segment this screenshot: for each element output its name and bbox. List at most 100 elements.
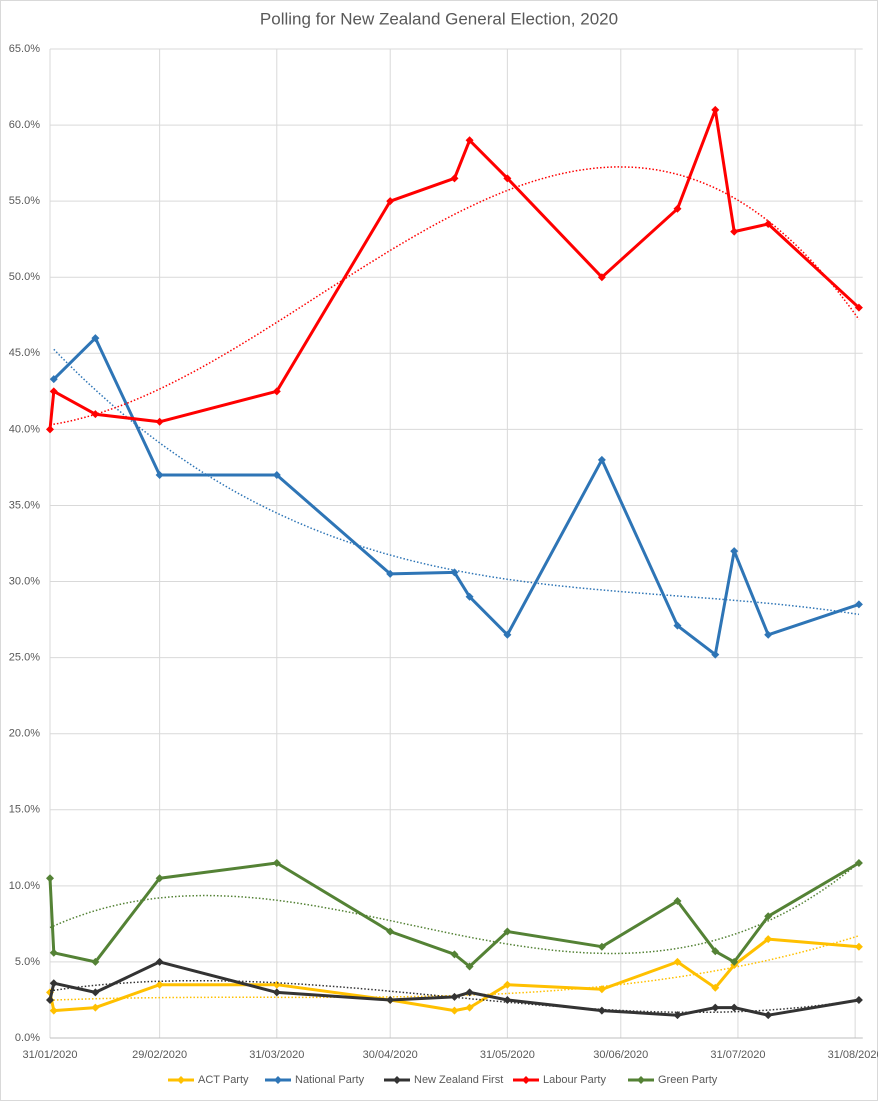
legend-marker xyxy=(177,1076,185,1084)
data-point xyxy=(730,227,739,236)
x-tick-label: 31/01/2020 xyxy=(22,1049,77,1061)
data-point xyxy=(49,948,58,957)
data-point xyxy=(730,957,739,966)
data-point xyxy=(155,471,164,480)
data-point xyxy=(91,988,100,997)
legend-marker xyxy=(393,1076,401,1084)
legend-marker xyxy=(637,1076,645,1084)
legend-marker xyxy=(274,1076,282,1084)
data-point xyxy=(49,375,58,384)
data-point xyxy=(46,425,54,434)
data-point xyxy=(673,897,682,906)
data-point xyxy=(49,979,58,988)
series xyxy=(46,105,863,434)
y-tick-label: 45.0% xyxy=(9,347,40,359)
data-point xyxy=(764,935,773,944)
trendline xyxy=(49,166,860,426)
data-point xyxy=(711,947,720,956)
series xyxy=(49,334,863,659)
series xyxy=(46,957,863,1020)
x-tick-label: 31/08/2020 xyxy=(828,1049,878,1061)
data-point xyxy=(450,1006,459,1015)
data-point xyxy=(503,927,512,936)
y-tick-label: 65.0% xyxy=(9,43,40,55)
data-point xyxy=(503,630,512,639)
data-point xyxy=(155,417,164,426)
x-tick-label: 31/03/2020 xyxy=(249,1049,304,1061)
data-point xyxy=(49,1006,58,1015)
y-tick-label: 40.0% xyxy=(9,423,40,435)
data-point xyxy=(764,630,773,639)
data-point xyxy=(465,592,474,601)
x-tick-label: 31/07/2020 xyxy=(710,1049,765,1061)
data-point xyxy=(386,995,395,1004)
data-point xyxy=(764,1011,773,1020)
legend-label: National Party xyxy=(295,1074,365,1086)
data-point xyxy=(854,303,863,312)
data-point xyxy=(272,988,281,997)
y-tick-label: 35.0% xyxy=(9,499,40,511)
data-point xyxy=(155,957,164,966)
legend-label: ACT Party xyxy=(198,1074,249,1086)
series xyxy=(46,859,863,971)
y-tick-label: 5.0% xyxy=(15,956,40,968)
data-point xyxy=(155,874,164,883)
data-point xyxy=(49,387,58,396)
chart-title: Polling for New Zealand General Election… xyxy=(260,9,618,28)
data-point xyxy=(597,273,606,282)
trendline xyxy=(53,348,860,616)
legend-label: New Zealand First xyxy=(414,1074,503,1086)
y-tick-label: 50.0% xyxy=(9,271,40,283)
data-point xyxy=(597,455,606,464)
data-point xyxy=(503,995,512,1004)
data-point xyxy=(465,136,474,145)
data-point xyxy=(597,942,606,951)
data-point xyxy=(854,995,863,1004)
data-point xyxy=(91,1003,100,1012)
data-point xyxy=(272,859,281,868)
data-point xyxy=(91,334,100,343)
y-tick-label: 55.0% xyxy=(9,195,40,207)
data-point xyxy=(155,980,164,989)
data-point xyxy=(673,957,682,966)
legend-marker xyxy=(522,1076,530,1084)
data-point xyxy=(272,387,281,396)
x-tick-label: 29/02/2020 xyxy=(132,1049,187,1061)
legend-label: Labour Party xyxy=(543,1074,606,1086)
y-tick-label: 20.0% xyxy=(9,728,40,740)
data-point xyxy=(711,1003,720,1012)
data-point xyxy=(386,927,395,936)
data-point xyxy=(673,1011,682,1020)
data-point xyxy=(711,105,720,114)
y-tick-label: 15.0% xyxy=(9,804,40,816)
data-point xyxy=(272,471,281,480)
legend: ACT Party National Party New Zealand First… xyxy=(168,1074,718,1086)
series-line xyxy=(52,336,860,657)
trendline xyxy=(49,935,860,1002)
data-point xyxy=(450,950,459,959)
data-point xyxy=(465,988,474,997)
data-point xyxy=(450,568,459,577)
data-point xyxy=(854,600,863,609)
legend-label: Green Party xyxy=(658,1074,718,1086)
trendline xyxy=(49,979,860,1014)
data-point xyxy=(730,1003,739,1012)
data-point xyxy=(450,992,459,1001)
x-tick-label: 30/04/2020 xyxy=(363,1049,418,1061)
y-tick-label: 0.0% xyxy=(15,1032,40,1044)
y-tick-label: 10.0% xyxy=(9,880,40,892)
x-tick-label: 30/06/2020 xyxy=(593,1049,648,1061)
x-tick-label: 31/05/2020 xyxy=(480,1049,535,1061)
data-point xyxy=(764,912,773,921)
data-point xyxy=(503,980,512,989)
data-point xyxy=(673,621,682,630)
data-point xyxy=(91,410,100,419)
y-tick-label: 30.0% xyxy=(9,575,40,587)
y-tick-label: 25.0% xyxy=(9,652,40,664)
data-point xyxy=(386,569,395,578)
data-point xyxy=(386,197,395,206)
data-point xyxy=(46,995,54,1004)
data-point xyxy=(711,983,720,992)
